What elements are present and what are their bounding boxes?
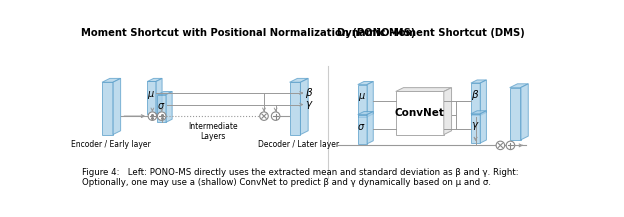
Polygon shape — [290, 78, 308, 82]
Text: $\mu$: $\mu$ — [147, 89, 155, 100]
Polygon shape — [358, 115, 367, 144]
Polygon shape — [157, 95, 166, 122]
Text: $\mu$: $\mu$ — [358, 91, 366, 103]
Circle shape — [271, 112, 280, 120]
Text: Figure 4:   Left: PONO-MS directly uses the extracted mean and standard deviatio: Figure 4: Left: PONO-MS directly uses th… — [82, 168, 519, 177]
Text: Decoder / Later layer: Decoder / Later layer — [258, 140, 339, 149]
Polygon shape — [367, 112, 373, 144]
Text: $\sigma$: $\sigma$ — [157, 101, 166, 111]
Polygon shape — [396, 92, 444, 135]
Circle shape — [148, 112, 157, 120]
Text: $\gamma$: $\gamma$ — [305, 99, 314, 111]
Polygon shape — [358, 112, 373, 115]
Circle shape — [506, 141, 515, 150]
Polygon shape — [358, 81, 373, 85]
Polygon shape — [367, 81, 373, 117]
Polygon shape — [471, 114, 480, 143]
Circle shape — [496, 141, 505, 150]
Circle shape — [157, 112, 166, 120]
Polygon shape — [156, 78, 162, 114]
Polygon shape — [147, 81, 156, 114]
Text: $\sigma$: $\sigma$ — [358, 122, 366, 132]
Polygon shape — [157, 92, 172, 95]
Polygon shape — [113, 78, 120, 135]
Polygon shape — [480, 80, 487, 115]
Polygon shape — [166, 92, 172, 122]
Text: $\beta$: $\beta$ — [470, 88, 479, 102]
Polygon shape — [396, 88, 452, 92]
Polygon shape — [102, 82, 113, 135]
Text: Moment Shortcut with Positional Normalization (PONO-MS): Moment Shortcut with Positional Normaliz… — [81, 28, 416, 38]
Polygon shape — [147, 78, 162, 81]
Text: Dynamic Moment Shortcut (DMS): Dynamic Moment Shortcut (DMS) — [337, 28, 525, 38]
Polygon shape — [471, 80, 487, 83]
Text: Encoder / Early layer: Encoder / Early layer — [71, 140, 150, 149]
Polygon shape — [510, 84, 529, 88]
Text: $\beta$: $\beta$ — [305, 86, 313, 100]
Text: Intermediate
Layers: Intermediate Layers — [188, 122, 238, 141]
Polygon shape — [444, 88, 452, 135]
Text: $\gamma$: $\gamma$ — [470, 120, 479, 132]
Polygon shape — [102, 78, 120, 82]
Polygon shape — [520, 84, 529, 140]
Polygon shape — [471, 83, 480, 115]
Text: Optionally, one may use a (shallow) ConvNet to predict β and γ dynamically based: Optionally, one may use a (shallow) Conv… — [82, 178, 491, 187]
Polygon shape — [290, 82, 300, 135]
Circle shape — [260, 112, 268, 120]
Polygon shape — [471, 111, 487, 114]
Polygon shape — [480, 111, 487, 143]
Polygon shape — [358, 85, 367, 117]
Polygon shape — [300, 78, 308, 135]
Polygon shape — [510, 88, 520, 140]
Text: ConvNet: ConvNet — [395, 108, 445, 118]
